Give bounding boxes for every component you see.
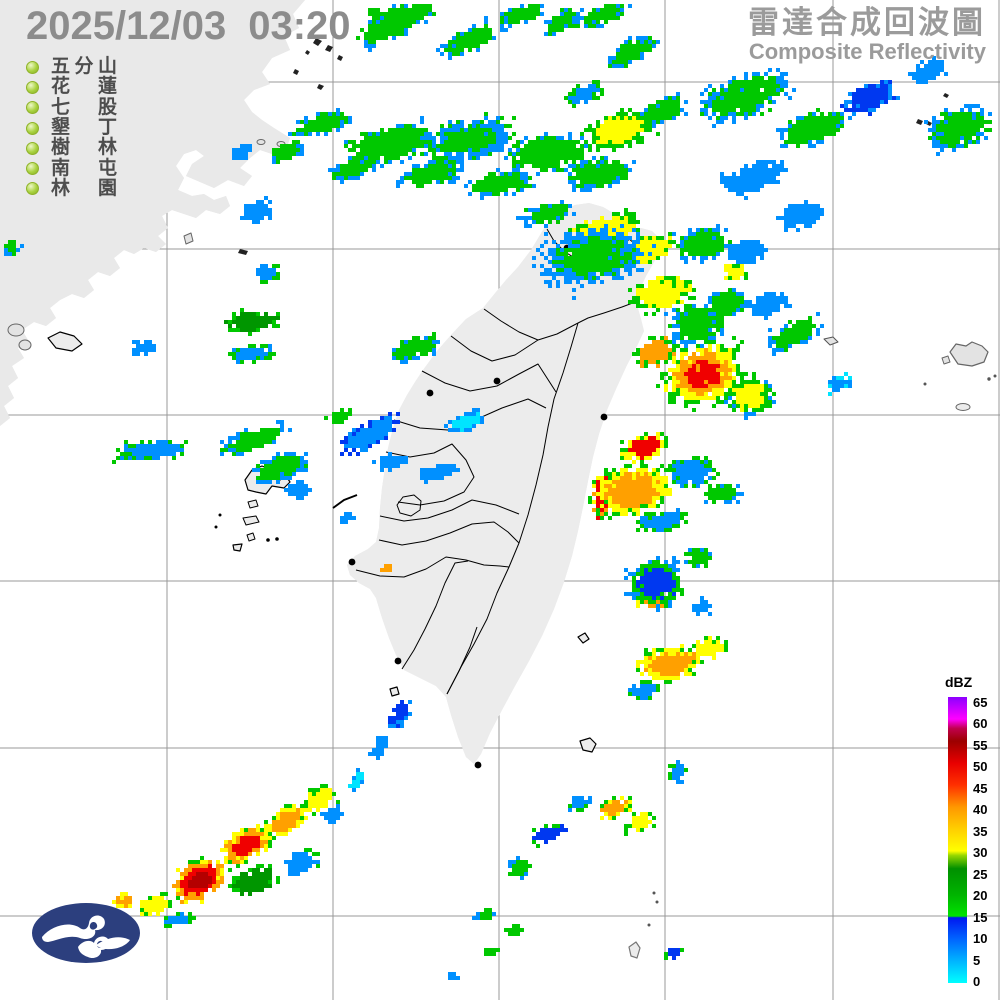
- islet-south: [628, 941, 641, 959]
- legend-tick-50: 50: [973, 759, 988, 775]
- kinmen-island: [47, 331, 83, 352]
- title-block: 雷達合成回波圖 Composite Reflectivity: [748, 6, 986, 64]
- station-name: 林園: [51, 177, 117, 199]
- station-item: 花蓮: [26, 77, 117, 97]
- station-status-icon: [26, 101, 39, 115]
- green-island: [577, 632, 590, 644]
- echo-pixels-00c800: [4, 4, 992, 960]
- station-status-icon: [26, 141, 39, 155]
- yonaguni-island: [949, 341, 989, 367]
- county-boundaries: [355, 228, 658, 695]
- station-status-icon: [26, 182, 39, 196]
- echo-pixels-b40000: [188, 872, 212, 888]
- legend-tick-5: 5: [973, 952, 981, 968]
- station-name: 花蓮: [51, 76, 117, 98]
- radar-station-list: 五分山花蓮七股墾丁樹林南屯林園: [26, 57, 117, 199]
- turtle-island: [823, 336, 839, 346]
- station-item: 七股: [26, 96, 117, 118]
- station-status-icon: [26, 121, 39, 135]
- cwb-logo: [32, 903, 140, 963]
- station-name: 南屯: [51, 157, 117, 179]
- city-dot: [600, 413, 608, 421]
- legend-tick-40: 40: [973, 802, 988, 818]
- page-title-en: Composite Reflectivity: [748, 39, 986, 64]
- station-item: 墾丁: [26, 118, 117, 138]
- echo-pixels-0090ff: [4, 4, 992, 980]
- station-item: 南屯: [26, 158, 117, 178]
- timestamp: 2025/12/03 03:20: [26, 4, 351, 49]
- legend-tick-30: 30: [973, 845, 988, 861]
- station-item: 林園: [26, 177, 117, 199]
- station-name: 樹林: [51, 137, 117, 159]
- city-dot: [474, 761, 482, 769]
- legend-tick-10: 10: [973, 931, 988, 947]
- senkaku-islets: [916, 93, 949, 126]
- legend-tick-20: 20: [973, 888, 988, 904]
- legend-colorbar: [948, 697, 967, 983]
- timestamp-date: 2025/12/03: [26, 4, 227, 48]
- timestamp-time: 03:20: [248, 4, 351, 48]
- station-name: 七股: [51, 96, 117, 118]
- legend-tick-60: 60: [973, 716, 988, 732]
- legend-tick-0: 0: [973, 974, 981, 989]
- station-status-icon: [26, 162, 39, 176]
- city-dot: [426, 389, 434, 397]
- station-status-icon: [26, 80, 39, 94]
- legend-tick-45: 45: [973, 780, 988, 796]
- legend-tick-15: 15: [973, 909, 988, 925]
- matsu-islets: [293, 38, 343, 90]
- orchid-island: [579, 737, 597, 753]
- page-title-zh: 雷達合成回波圖: [748, 5, 986, 40]
- station-name: 墾丁: [51, 117, 117, 139]
- city-dot: [394, 657, 402, 665]
- legend-tick-35: 35: [973, 823, 988, 839]
- station-item: 五分山: [26, 57, 117, 77]
- legend-unit-label: dBZ: [945, 674, 973, 690]
- legend-tick-55: 55: [973, 737, 988, 753]
- legend-tick-25: 25: [973, 866, 988, 882]
- echo-pixels-009600: [224, 312, 280, 896]
- city-dot: [493, 377, 501, 385]
- radar-echoes: [4, 4, 992, 980]
- station-item: 樹林: [26, 138, 117, 158]
- sandbar: [332, 494, 358, 509]
- city-dot: [348, 558, 356, 566]
- station-name: 五分山: [51, 56, 117, 78]
- legend-tick-65: 65: [973, 695, 988, 711]
- station-status-icon: [26, 60, 39, 74]
- xiaoliuqiu-island: [389, 686, 400, 697]
